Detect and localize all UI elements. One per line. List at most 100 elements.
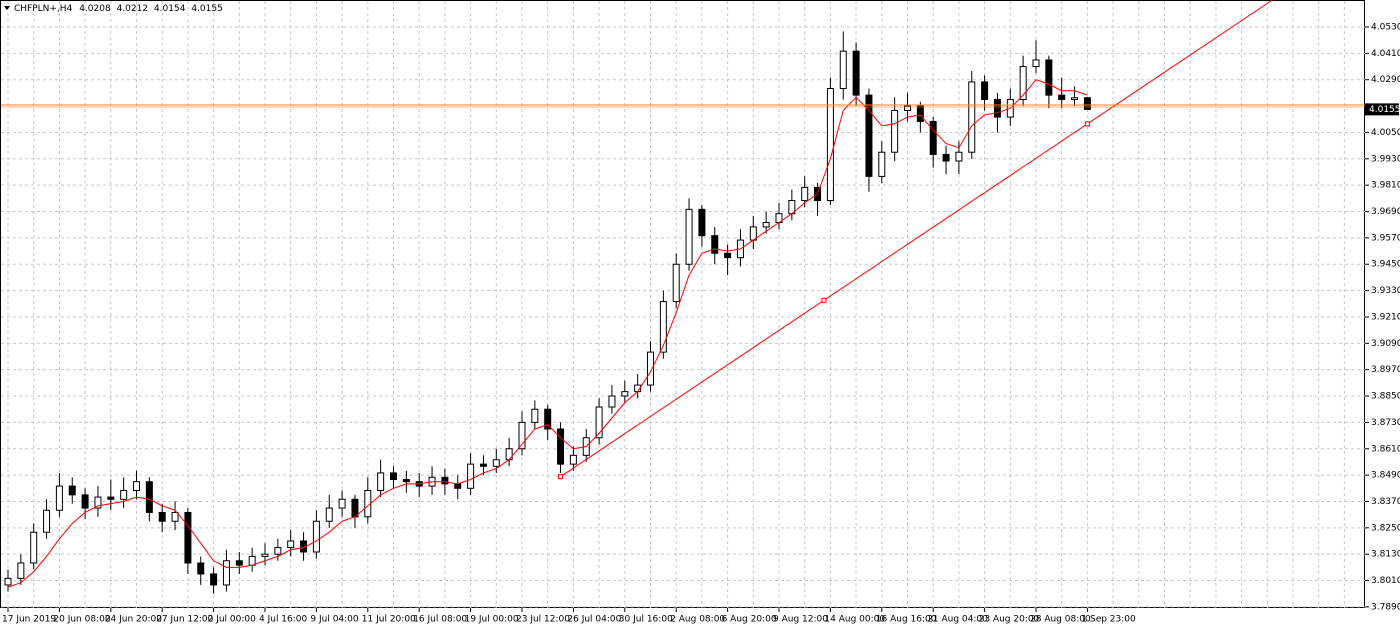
candle-body bbox=[647, 351, 654, 386]
trendline-handle bbox=[821, 297, 827, 303]
candle-body bbox=[351, 498, 359, 518]
price-label: 4.0155 bbox=[1369, 105, 1400, 115]
candle-body bbox=[1032, 59, 1040, 68]
x-tick-label: 6 Aug 20:00 bbox=[722, 615, 777, 625]
candle-body bbox=[955, 151, 963, 162]
price-box bbox=[1365, 103, 1399, 116]
candle-body bbox=[30, 531, 38, 564]
candle-body bbox=[621, 391, 629, 397]
candle-body bbox=[505, 448, 513, 461]
candle-body bbox=[287, 540, 295, 549]
candle-body bbox=[274, 547, 282, 555]
x-tick-label: 4 Jul 16:00 bbox=[259, 615, 308, 625]
candle-body bbox=[929, 120, 937, 155]
x-tick-label: 2 Jul 00:00 bbox=[208, 615, 257, 625]
y-tick-label: 3.8370 bbox=[1371, 497, 1400, 507]
candle-body bbox=[659, 301, 667, 353]
candle-body bbox=[1071, 97, 1079, 101]
candle-body bbox=[248, 555, 256, 566]
candle-body bbox=[338, 498, 346, 509]
y-tick-label: 3.8250 bbox=[1371, 523, 1400, 533]
candle-body bbox=[235, 560, 243, 566]
candle-body bbox=[441, 476, 449, 485]
candle-body bbox=[81, 494, 89, 509]
y-tick-label: 3.9810 bbox=[1371, 181, 1400, 191]
candle-body bbox=[467, 463, 475, 489]
x-tick-label: 23 Jul 12:00 bbox=[516, 615, 570, 625]
candle-body bbox=[595, 406, 603, 439]
candle-body bbox=[942, 153, 950, 162]
candle-body bbox=[672, 263, 680, 303]
plot-frame bbox=[0, 0, 1365, 608]
y-tick-label: 3.9570 bbox=[1371, 233, 1400, 243]
y-tick-label: 3.9090 bbox=[1371, 339, 1400, 349]
candle-body bbox=[968, 81, 976, 153]
candle-body bbox=[724, 252, 732, 259]
candle-body bbox=[685, 208, 693, 265]
candle-body bbox=[402, 479, 410, 483]
y-tick-label: 4.0410 bbox=[1371, 49, 1400, 59]
candle-body bbox=[120, 489, 128, 500]
x-tick-label: 24 Jun 20:00 bbox=[105, 615, 162, 625]
x-tick-label: 23 Aug 20:00 bbox=[979, 615, 1040, 625]
y-tick-label: 3.8130 bbox=[1371, 550, 1400, 560]
candle-body bbox=[1058, 94, 1066, 101]
candle-body bbox=[852, 50, 860, 96]
candle-body bbox=[711, 235, 719, 254]
candle-body bbox=[569, 454, 577, 465]
header-high: 4.0212 bbox=[117, 4, 149, 14]
candle-body bbox=[325, 507, 333, 522]
x-tick-label: 14 Aug 00:00 bbox=[824, 615, 885, 625]
candle-body bbox=[158, 511, 166, 522]
header-arrow bbox=[4, 6, 10, 10]
y-tick-label: 4.0050 bbox=[1371, 128, 1400, 138]
candle-body bbox=[133, 481, 140, 491]
candle-body bbox=[107, 496, 115, 500]
candle-body bbox=[454, 483, 462, 489]
x-tick-label: 2 Aug 08:00 bbox=[670, 615, 725, 625]
candle-body bbox=[878, 151, 886, 177]
y-tick-label: 3.8010 bbox=[1371, 576, 1400, 586]
candle-body bbox=[184, 511, 192, 564]
candle-body bbox=[1045, 59, 1053, 96]
marks bbox=[1, 0, 1365, 594]
candle-body bbox=[197, 562, 205, 575]
y-tick-label: 4.0290 bbox=[1371, 75, 1400, 85]
candle-body bbox=[981, 81, 989, 101]
y-tick-label: 3.9930 bbox=[1371, 154, 1400, 164]
x-tick-label: 19 Jul 00:00 bbox=[465, 615, 519, 625]
moving-average bbox=[7, 79, 1088, 588]
candle-body bbox=[1083, 97, 1091, 110]
candle-body bbox=[479, 463, 487, 467]
candle-body bbox=[993, 99, 1001, 118]
candle-body bbox=[312, 520, 320, 553]
candle-body bbox=[43, 509, 51, 533]
header: CHFPLN+,H4 4.0208 4.0212 4.0154 4.0155 bbox=[14, 4, 223, 14]
candle-body bbox=[492, 459, 500, 467]
candle-body bbox=[544, 408, 552, 430]
candle-body bbox=[916, 105, 924, 122]
candle-body bbox=[68, 485, 76, 496]
candle-body bbox=[839, 50, 847, 90]
y-tick-label: 3.8610 bbox=[1371, 444, 1400, 454]
y-tick-label: 4.0530 bbox=[1371, 23, 1400, 33]
candle-body bbox=[801, 186, 809, 202]
x-tick-label: 9 Aug 12:00 bbox=[773, 615, 828, 625]
y-tick-label: 3.8490 bbox=[1371, 471, 1400, 481]
y-tick-label: 3.9210 bbox=[1371, 312, 1400, 322]
y-tick-label: 3.9330 bbox=[1371, 286, 1400, 296]
candle-body bbox=[94, 496, 102, 509]
candle-body bbox=[531, 408, 539, 423]
trendline-handle bbox=[1084, 121, 1090, 127]
candle-body bbox=[1019, 66, 1027, 101]
candle-body bbox=[557, 428, 565, 465]
trendline-handle bbox=[558, 474, 564, 480]
x-tick-label: 16 Jul 08:00 bbox=[413, 615, 467, 625]
x-tick-label: 1 Sep 23:00 bbox=[1081, 615, 1136, 625]
candle-body bbox=[210, 573, 218, 586]
candle-body bbox=[222, 560, 230, 586]
candle-body bbox=[762, 222, 770, 228]
x-tick-label: 17 Jun 2019 bbox=[2, 615, 56, 625]
y-tick-label: 3.8850 bbox=[1371, 392, 1400, 402]
x-tick-label: 21 Aug 04:00 bbox=[927, 615, 988, 625]
